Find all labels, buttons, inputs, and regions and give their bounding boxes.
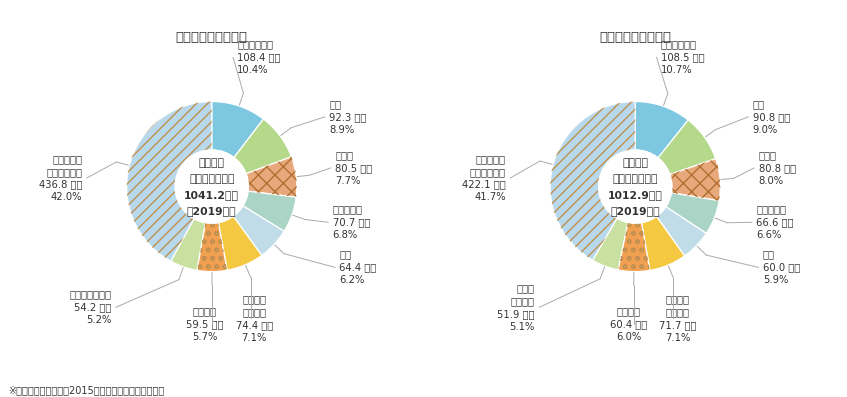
Wedge shape [243,191,296,231]
Wedge shape [670,159,720,201]
Text: 輸送機械
60.4 兆円
6.0%: 輸送機械 60.4 兆円 6.0% [610,306,647,342]
Wedge shape [641,216,684,270]
Wedge shape [658,120,716,175]
Text: その他産業
（上記以外）
436.8 兆円
42.0%: その他産業 （上記以外） 436.8 兆円 42.0% [39,154,82,202]
Text: 医療・福祉
70.7 兆円
6.8%: 医療・福祉 70.7 兆円 6.8% [333,204,370,240]
Wedge shape [127,102,212,261]
Wedge shape [171,219,205,270]
Text: 対個人サービス
54.2 兆円
5.2%: 対個人サービス 54.2 兆円 5.2% [69,289,111,325]
Wedge shape [197,223,227,272]
Text: 建設
60.0 兆円
5.9%: 建設 60.0 兆円 5.9% [763,250,800,285]
Circle shape [175,150,248,223]
Wedge shape [656,207,706,256]
Text: 情報通信産業
108.5 兆円
10.7%: 情報通信産業 108.5 兆円 10.7% [661,39,705,75]
Wedge shape [551,102,635,260]
Wedge shape [618,222,650,272]
Text: 不動産
80.8 兆円
8.0%: 不動産 80.8 兆円 8.0% [759,150,795,186]
Text: 輸送機械
59.5 兆円
5.7%: 輸送機械 59.5 兆円 5.7% [186,306,224,342]
Text: 建設
64.4 兆円
6.2%: 建設 64.4 兆円 6.2% [340,250,377,285]
Text: 商業
90.8 兆円
9.0%: 商業 90.8 兆円 9.0% [753,99,790,135]
Wedge shape [246,157,296,197]
Wedge shape [593,218,628,270]
Text: 商業
92.3 兆円
8.9%: 商業 92.3 兆円 8.9% [329,99,367,135]
Circle shape [599,150,672,223]
Text: 医療・福祉
66.6 兆円
6.6%: 医療・福祉 66.6 兆円 6.6% [756,204,794,240]
Text: 全産業の
名目国内生産額
1041.2兆円
（2019年）: 全産業の 名目国内生産額 1041.2兆円 （2019年） [185,158,239,216]
Text: ※実質国内生産額は、2015年価格で実質化したもの。: ※実質国内生産額は、2015年価格で実質化したもの。 [8,385,164,395]
Wedge shape [233,206,284,255]
Text: 不動産
80.5 兆円
7.7%: 不動産 80.5 兆円 7.7% [335,150,373,186]
Text: 全産業の
実質国内生産額
1012.9兆円
（2019年）: 全産業の 実質国内生産額 1012.9兆円 （2019年） [608,158,662,216]
Text: 対事業所
サービス
74.4 兆円
7.1%: 対事業所 サービス 74.4 兆円 7.1% [235,294,273,343]
Text: 【実質国内生産額】: 【実質国内生産額】 [599,31,672,44]
Wedge shape [212,102,263,158]
Wedge shape [219,216,262,270]
Text: 情報通信産業
108.4 兆円
10.4%: 情報通信産業 108.4 兆円 10.4% [237,39,280,75]
Text: 対事業所
サービス
71.7 兆円
7.1%: 対事業所 サービス 71.7 兆円 7.1% [659,294,696,343]
Text: 対個人
サービス
51.9 兆円
5.1%: 対個人 サービス 51.9 兆円 5.1% [497,283,534,331]
Text: その他産業
（上記以外）
422.1 兆円
41.7%: その他産業 （上記以外） 422.1 兆円 41.7% [462,154,506,202]
Wedge shape [635,102,688,158]
Text: 【名目国内生産額】: 【名目国内生産額】 [175,31,248,44]
Wedge shape [666,193,719,233]
Wedge shape [234,119,291,174]
